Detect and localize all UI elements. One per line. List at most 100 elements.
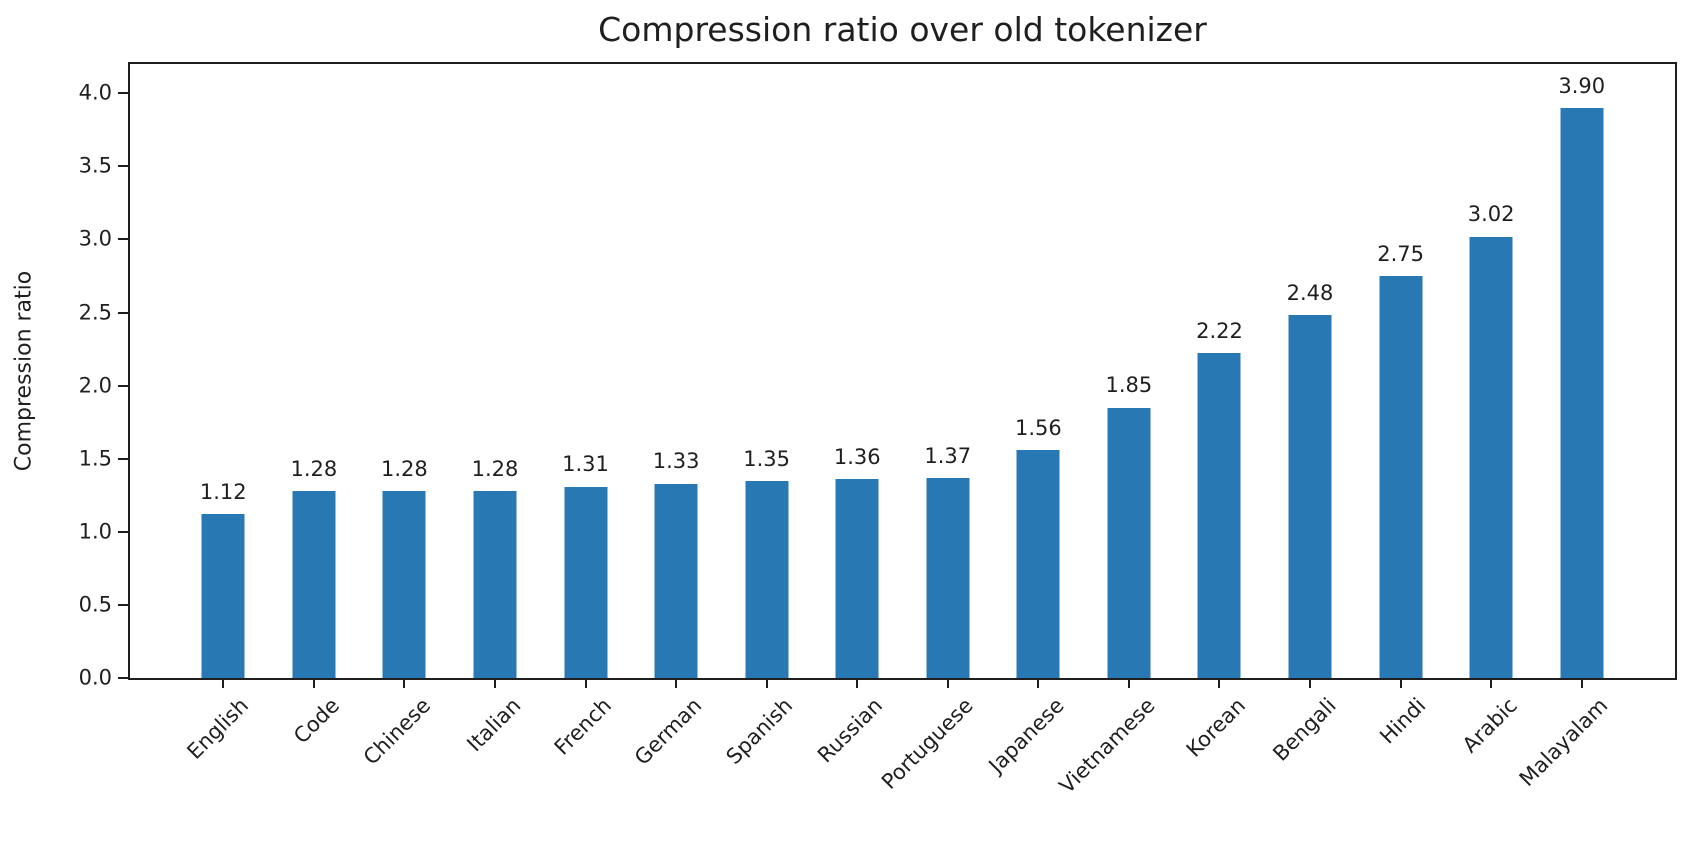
bar-bengali xyxy=(1288,315,1332,678)
bar-slot-hindi: 2.75 Hindi xyxy=(1355,64,1446,748)
x-tick-label: English xyxy=(182,693,254,764)
x-tick-label: Malayalam xyxy=(1514,693,1612,791)
bar-value-label: 1.35 xyxy=(743,446,791,471)
y-tick-label: 4.0 xyxy=(78,80,112,105)
bar-slot-russian: 1.36 Russian xyxy=(812,64,903,767)
bar-slot-french: 1.31 French xyxy=(540,64,631,760)
bar-english xyxy=(201,514,245,678)
bar-value-label: 1.28 xyxy=(381,456,428,481)
y-tick-label: 0.5 xyxy=(78,592,112,617)
x-tick-label: Hindi xyxy=(1375,693,1431,749)
bar-chinese xyxy=(382,490,426,678)
bar-slot-english: 1.12 English xyxy=(178,64,269,764)
x-tick xyxy=(1399,678,1402,688)
y-axis-label: Compression ratio xyxy=(11,270,37,472)
x-tick xyxy=(765,678,768,688)
bar-value-label: 3.90 xyxy=(1558,73,1606,98)
bar-vietnamese xyxy=(1107,407,1151,678)
bar-code xyxy=(292,490,336,678)
bar-slot-vietnamese: 1.85 Vietnamese xyxy=(1054,64,1175,798)
bar-portuguese xyxy=(926,477,970,678)
x-tick xyxy=(403,678,406,688)
x-tick xyxy=(1580,678,1583,688)
x-tick xyxy=(856,678,859,688)
y-tick xyxy=(118,311,128,314)
bar-slot-korean: 2.22 Korean xyxy=(1174,64,1265,762)
bar-slot-german: 1.33 German xyxy=(630,64,722,770)
bar-slot-chinese: 1.28 Chinese xyxy=(358,64,450,769)
bar-german xyxy=(654,483,698,678)
y-tick-label: 3.0 xyxy=(78,226,112,251)
bar-value-label: 1.28 xyxy=(471,456,519,481)
bar-slot-japanese: 1.56 Japanese xyxy=(984,64,1084,777)
x-tick-label: Japanese xyxy=(984,693,1069,778)
y-tick xyxy=(118,457,128,460)
x-tick xyxy=(946,678,949,688)
x-tick xyxy=(222,678,225,688)
bar-arabic xyxy=(1469,236,1513,678)
x-tick-label: Chinese xyxy=(358,693,435,770)
bar-value-label: 1.33 xyxy=(652,449,700,474)
y-tick xyxy=(118,530,128,533)
y-tick-label: 0.0 xyxy=(78,665,112,690)
x-tick xyxy=(1309,678,1312,688)
x-tick-label: French xyxy=(549,693,616,760)
x-tick-label: German xyxy=(629,693,707,770)
x-tick-label: Code xyxy=(289,693,345,749)
bar-slot-italian: 1.28 Italian xyxy=(450,64,541,756)
x-tick xyxy=(584,678,587,688)
bar-slot-arabic: 3.02 Arabic xyxy=(1446,64,1537,758)
bar-value-label: 1.28 xyxy=(290,456,338,481)
bar-korean xyxy=(1197,353,1241,678)
x-tick xyxy=(1490,678,1493,688)
x-tick-label: Korean xyxy=(1181,693,1250,762)
y-tick xyxy=(118,92,128,95)
bar-slot-spanish: 1.35 Spanish xyxy=(721,64,812,769)
x-tick-label: Arabic xyxy=(1457,693,1522,758)
chart-title: Compression ratio over old tokenizer xyxy=(598,10,1207,49)
y-tick-label: 3.5 xyxy=(78,153,112,178)
bar-value-label: 2.75 xyxy=(1377,241,1424,266)
bar-value-label: 1.36 xyxy=(833,445,881,470)
y-tick xyxy=(118,603,128,606)
x-tick-label: Vietnamese xyxy=(1054,693,1160,799)
bar-slot-bengali: 2.48 Bengali xyxy=(1265,64,1356,766)
x-tick xyxy=(493,678,496,688)
y-tick-label: 1.0 xyxy=(78,519,112,544)
plot-area: 1.12 English 1.28 Code 1.28 Chinese 1.28 Italia… xyxy=(79,62,1677,798)
bar-value-label: 3.02 xyxy=(1467,202,1515,227)
x-tick-label: Italian xyxy=(462,693,526,757)
bar-slot-code: 1.28 Code xyxy=(269,64,360,748)
bar-spanish xyxy=(745,480,789,678)
x-tick xyxy=(1127,678,1130,688)
y-tick xyxy=(118,384,128,387)
bars-area: 1.12 English 1.28 Code 1.28 Chinese 1.28 Italia… xyxy=(178,64,1627,798)
bar-value-label: 1.31 xyxy=(562,452,609,477)
y-tick-label: 2.0 xyxy=(78,373,112,398)
bar-value-label: 2.22 xyxy=(1196,319,1243,344)
x-tick xyxy=(1037,678,1040,688)
y-tick xyxy=(118,238,128,241)
bar-japanese xyxy=(1016,449,1060,678)
bar-value-label: 1.12 xyxy=(199,480,247,505)
y-tick xyxy=(118,165,128,168)
y-tick-label: 1.5 xyxy=(78,446,112,471)
bar-value-label: 2.48 xyxy=(1286,281,1334,306)
bar-malayalam xyxy=(1560,107,1604,678)
bar-value-label: 1.37 xyxy=(924,443,972,468)
bar-hindi xyxy=(1379,275,1423,678)
x-tick-label: Spanish xyxy=(721,693,797,769)
x-tick-label: Bengali xyxy=(1267,693,1341,766)
bar-value-label: 1.56 xyxy=(1014,415,1062,440)
bar-slot-portuguese: 1.37 Portuguese xyxy=(877,64,994,794)
bar-value-label: 1.85 xyxy=(1105,373,1153,398)
bar-russian xyxy=(835,479,879,678)
x-tick-label: Russian xyxy=(813,693,888,768)
bar-slot-malayalam: 3.90 Malayalam xyxy=(1514,64,1627,791)
y-tick-label: 2.5 xyxy=(78,300,112,325)
x-tick-label: Portuguese xyxy=(877,693,979,794)
x-tick xyxy=(1218,678,1221,688)
y-tick xyxy=(118,677,128,679)
bar-italian xyxy=(473,490,517,678)
